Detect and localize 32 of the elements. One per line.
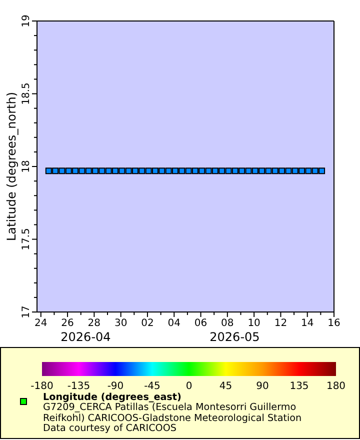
color-bar-label: -180 xyxy=(30,381,54,392)
text: 2026-05 xyxy=(208,330,261,344)
color-bar-title: Longitude (degrees_east) xyxy=(43,392,182,403)
x-tick-label: 24 xyxy=(34,318,48,329)
color-bar-label: 135 xyxy=(290,381,309,392)
x-tick-label: 28 xyxy=(88,318,101,329)
y-axis-title: Latitude (degrees_north) xyxy=(4,92,18,242)
color-bar-label: 45 xyxy=(219,381,232,392)
y-tick-label: 18.5 xyxy=(21,82,32,105)
color-bar-label: -90 xyxy=(107,381,124,392)
text: G7209_CERCA Patillas (Escuela Montesorri Guillermo Reifkohl) CARICOOS-Gladstone Meteorological Station xyxy=(43,402,303,424)
text: 2026-04 xyxy=(60,330,112,344)
text: Data courtesy of CARICOOS xyxy=(43,422,178,434)
x-tick-label: 02 xyxy=(141,318,154,329)
x-tick-label: 30 xyxy=(114,318,128,329)
y-tick-label: 17 xyxy=(21,306,32,318)
x-tick-label: 04 xyxy=(168,318,180,329)
color-bar-label: -45 xyxy=(144,381,160,392)
color-bar-label: 180 xyxy=(326,381,346,392)
x-tick-label: 10 xyxy=(248,318,260,329)
y-tick-label: 18 xyxy=(21,160,32,173)
color-bar-label: -135 xyxy=(67,381,90,392)
x-tick-label: 06 xyxy=(194,318,208,329)
x-tick-label: 12 xyxy=(274,318,288,329)
x-tick-label: 26 xyxy=(61,318,74,329)
x-tick-label: 08 xyxy=(221,318,234,329)
y-tick-label: 19 xyxy=(21,14,32,28)
color-bar-label: 0 xyxy=(186,381,192,392)
color-bar-label: 90 xyxy=(256,381,269,392)
x-tick-label: 16 xyxy=(328,318,340,329)
y-tick-label: 17.5 xyxy=(21,228,32,250)
x-tick-label: 14 xyxy=(300,318,314,329)
